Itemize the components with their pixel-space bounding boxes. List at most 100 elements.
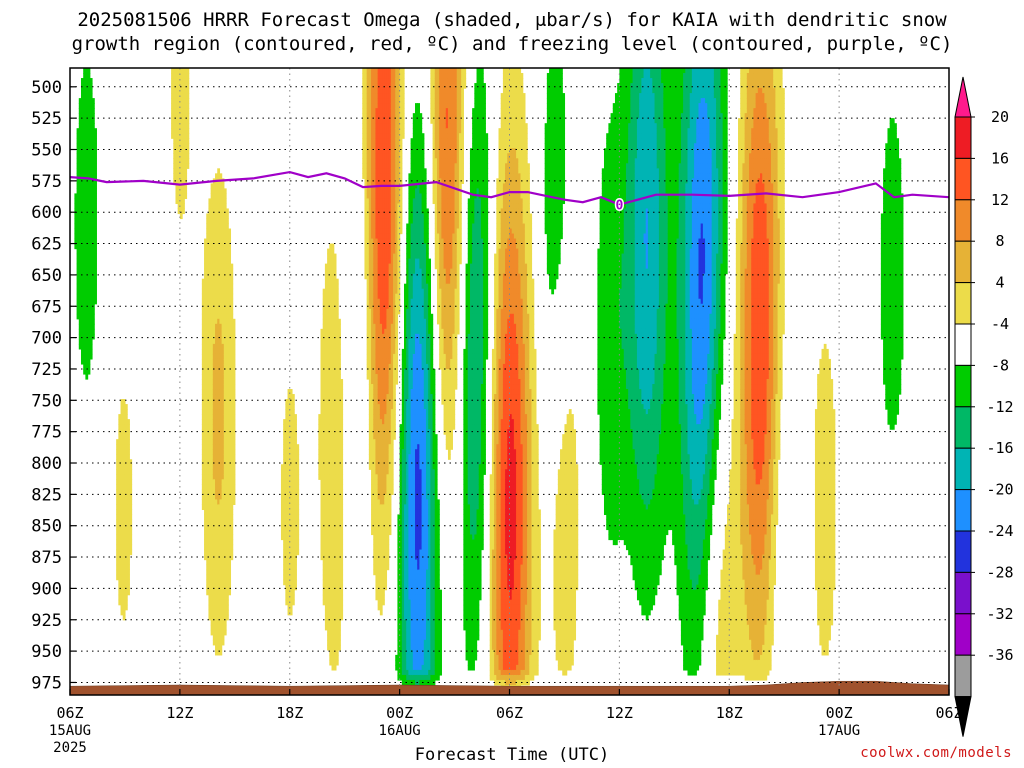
omega-cell (129, 474, 133, 480)
omega-cell (80, 268, 84, 275)
omega-cell (76, 183, 80, 189)
omega-cell (329, 509, 333, 516)
omega-cell (226, 594, 229, 601)
omega-cell (210, 268, 214, 275)
omega-cell (327, 589, 330, 596)
omega-cell (329, 258, 333, 265)
omega-cell (327, 323, 330, 330)
omega-cell (177, 208, 181, 215)
omega-cell (223, 604, 227, 611)
omega-cell (232, 414, 236, 420)
omega-cell (179, 83, 183, 89)
omega-cell (296, 524, 300, 531)
omega-cell (204, 333, 207, 340)
omega-cell (289, 539, 293, 546)
omega-cell (226, 434, 229, 440)
omega-cell (327, 338, 330, 345)
omega-cell (83, 343, 86, 350)
omega-cell (322, 363, 326, 370)
omega-cell (340, 384, 344, 390)
omega-cell (324, 529, 328, 536)
omega-cell (291, 399, 295, 405)
omega-cell (179, 163, 183, 169)
omega-cell (283, 479, 286, 485)
omega-cell (215, 283, 218, 290)
omega-cell (210, 494, 214, 500)
omega-cell (215, 479, 218, 485)
omega-cell (221, 594, 225, 601)
omega-cell (223, 198, 227, 205)
omega-cell (171, 103, 174, 109)
omega-cell (296, 489, 300, 495)
omega-cell (219, 444, 223, 450)
omega-cell (127, 469, 130, 475)
omega-cell (283, 459, 286, 465)
omega-cell (182, 118, 185, 124)
omega-cell (87, 253, 91, 260)
omega-cell (296, 509, 300, 516)
omega-cell (124, 414, 128, 420)
omega-cell (283, 444, 286, 450)
omega-cell (329, 384, 333, 390)
omega-cell (322, 318, 326, 325)
omega-cell (324, 419, 328, 425)
omega-cell (120, 469, 124, 475)
omega-cell (186, 138, 190, 144)
omega-cell (171, 118, 174, 124)
omega-cell (289, 594, 293, 601)
omega-cell (184, 68, 188, 74)
omega-cell (201, 338, 205, 345)
omega-cell (89, 113, 93, 119)
omega-cell (210, 203, 214, 210)
omega-cell (129, 549, 133, 556)
omega-cell (76, 128, 80, 134)
omega-cell (201, 424, 205, 430)
omega-cell (223, 524, 227, 531)
omega-cell (318, 459, 322, 465)
omega-cell (127, 474, 130, 480)
omega-cell (329, 263, 333, 270)
omega-cell (210, 188, 214, 194)
omega-cell (124, 574, 128, 581)
omega-cell (210, 389, 214, 395)
omega-cell (215, 323, 218, 330)
omega-cell (228, 333, 232, 340)
omega-cell (320, 464, 324, 470)
omega-cell (177, 178, 181, 184)
omega-cell (210, 519, 214, 526)
omega-cell (322, 384, 326, 390)
omega-cell (83, 363, 86, 370)
omega-cell (201, 363, 205, 370)
omega-cell (283, 574, 286, 581)
omega-cell (230, 373, 234, 380)
omega-cell (91, 138, 95, 144)
omega-cell (283, 524, 286, 531)
omega-cell (289, 414, 293, 420)
omega-cell (219, 378, 223, 385)
omega-cell (327, 574, 330, 581)
omega-cell (91, 193, 95, 200)
omega-cell (74, 208, 78, 215)
omega-cell (208, 358, 212, 365)
omega-cell (80, 108, 84, 114)
omega-cell (327, 634, 330, 641)
omega-cell (322, 308, 326, 315)
omega-cell (87, 263, 91, 270)
omega-cell (87, 148, 91, 154)
omega-cell (215, 263, 218, 270)
omega-cell (291, 509, 295, 516)
omega-cell (324, 303, 328, 310)
omega-cell (232, 384, 236, 390)
omega-cell (291, 499, 295, 505)
omega-cell (215, 534, 218, 541)
omega-cell (217, 318, 221, 325)
omega-cell (83, 223, 86, 230)
omega-cell (291, 414, 295, 420)
omega-cell (331, 549, 335, 556)
omega-cell (232, 409, 236, 415)
omega-cell (219, 238, 223, 245)
omega-cell (80, 308, 84, 315)
omega-cell (177, 158, 181, 164)
omega-cell (223, 258, 227, 265)
omega-cell (206, 584, 210, 591)
